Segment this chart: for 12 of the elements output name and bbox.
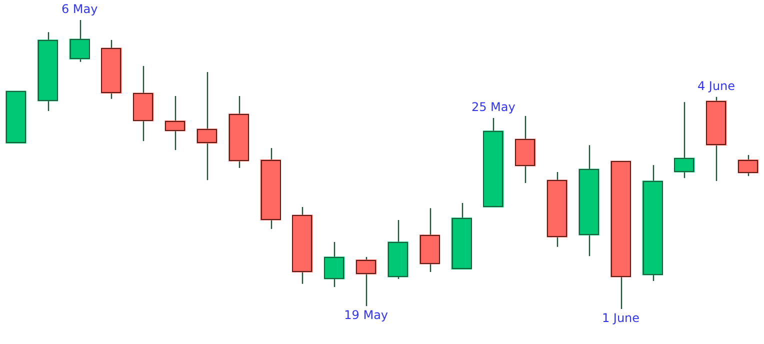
annotation: 4 June: [697, 79, 736, 93]
annotation: 1 June: [602, 311, 640, 326]
annotation: 19 May: [344, 308, 388, 322]
candlestick: [738, 154, 758, 177]
candlestick: [324, 241, 345, 288]
candlestick: [164, 95, 186, 151]
candlestick: [69, 19, 90, 63]
candlestick: [356, 256, 376, 307]
candlestick: [674, 101, 695, 179]
annotation: 6 May: [61, 2, 98, 16]
candlestick: [196, 71, 218, 181]
annotation: 25 May: [471, 100, 516, 114]
